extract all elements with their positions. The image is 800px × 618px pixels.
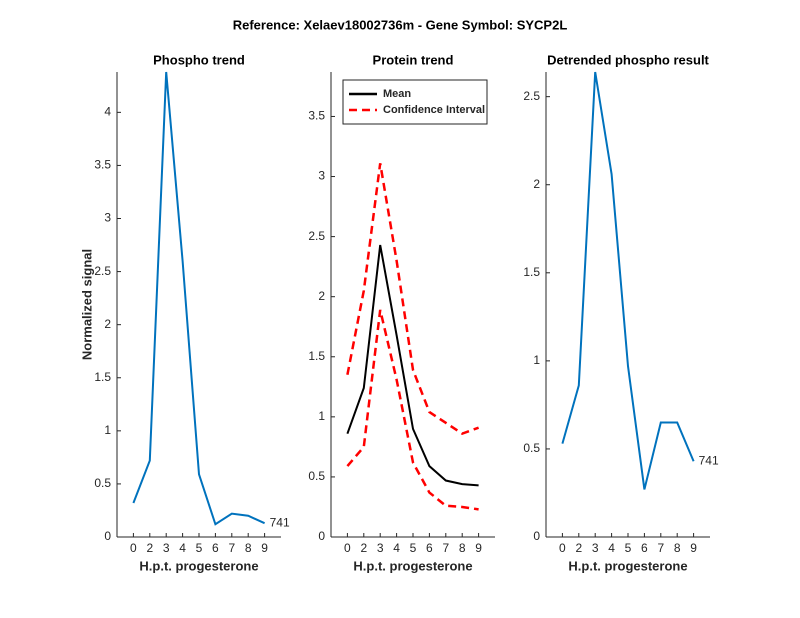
y-axis-label: Normalized signal [79, 249, 94, 360]
x-axis-label: H.p.t. progesterone [353, 558, 472, 573]
series-line [561, 71, 695, 490]
y-tick-label: 3 [318, 169, 325, 183]
x-tick-label: 4 [179, 541, 186, 555]
x-tick-label: 4 [393, 541, 400, 555]
y-tick-label: 1 [104, 423, 111, 437]
x-tick-label: 9 [475, 541, 482, 555]
x-tick-label: 0 [130, 541, 137, 555]
y-tick-label: 4 [104, 105, 111, 119]
x-tick-label: 0 [344, 541, 351, 555]
y-tick-label: 0 [104, 529, 111, 543]
y-tick-label: 3.5 [308, 109, 325, 123]
x-tick-label: 5 [410, 541, 417, 555]
x-tick-label: 3 [592, 541, 599, 555]
x-axis-label: H.p.t. progesterone [568, 558, 687, 573]
x-axis-label: H.p.t. progesterone [139, 558, 258, 573]
series-line [346, 163, 480, 436]
y-tick-label: 0.5 [523, 441, 540, 455]
y-tick-label: 2 [104, 317, 111, 331]
series-line [132, 71, 266, 526]
y-tick-label: 0 [318, 529, 325, 543]
x-tick-label: 6 [426, 541, 433, 555]
x-tick-label: 6 [641, 541, 648, 555]
y-tick-label: 3.5 [94, 158, 111, 172]
x-tick-label: 5 [196, 541, 203, 555]
y-tick-label: 2 [533, 177, 540, 191]
y-tick-label: 0.5 [94, 476, 111, 490]
y-tick-label: 0 [533, 529, 540, 543]
x-tick-label: 2 [146, 541, 153, 555]
y-tick-label: 1 [533, 353, 540, 367]
legend-label: Mean [383, 88, 411, 100]
x-tick-label: 7 [657, 541, 664, 555]
annotation: 741 [699, 453, 719, 467]
x-tick-label: 4 [608, 541, 615, 555]
y-tick-label: 1.5 [94, 370, 111, 384]
legend-box [342, 79, 488, 125]
series-line [346, 309, 479, 511]
x-tick-label: 7 [442, 541, 449, 555]
x-tick-label: 8 [459, 541, 466, 555]
x-tick-label: 3 [377, 541, 384, 555]
y-tick-label: 1 [318, 409, 325, 423]
y-tick-label: 3 [104, 211, 111, 225]
figure-title: Reference: Xelaev18002736m - Gene Symbol… [233, 17, 568, 32]
x-tick-label: 2 [360, 541, 367, 555]
y-tick-label: 1.5 [523, 265, 540, 279]
x-tick-label: 9 [261, 541, 268, 555]
y-tick-label: 2.5 [94, 264, 111, 278]
annotation: 741 [270, 515, 290, 529]
x-tick-label: 7 [228, 541, 235, 555]
y-tick-label: 2.5 [523, 89, 540, 103]
subplot-title: Phospho trend [153, 52, 245, 67]
y-tick-label: 0.5 [308, 469, 325, 483]
x-tick-label: 3 [163, 541, 170, 555]
subplot-title: Protein trend [373, 52, 454, 67]
y-tick-label: 2 [318, 289, 325, 303]
x-tick-label: 8 [245, 541, 252, 555]
x-tick-label: 2 [575, 541, 582, 555]
x-tick-label: 5 [625, 541, 632, 555]
subplot-title: Detrended phospho result [547, 52, 709, 67]
y-tick-label: 2.5 [308, 229, 325, 243]
x-tick-label: 6 [212, 541, 219, 555]
legend-label: Confidence Interval [383, 104, 485, 116]
x-tick-label: 9 [690, 541, 697, 555]
y-tick-label: 1.5 [308, 349, 325, 363]
x-tick-label: 0 [559, 541, 566, 555]
x-tick-label: 8 [674, 541, 681, 555]
series-line [346, 244, 479, 487]
